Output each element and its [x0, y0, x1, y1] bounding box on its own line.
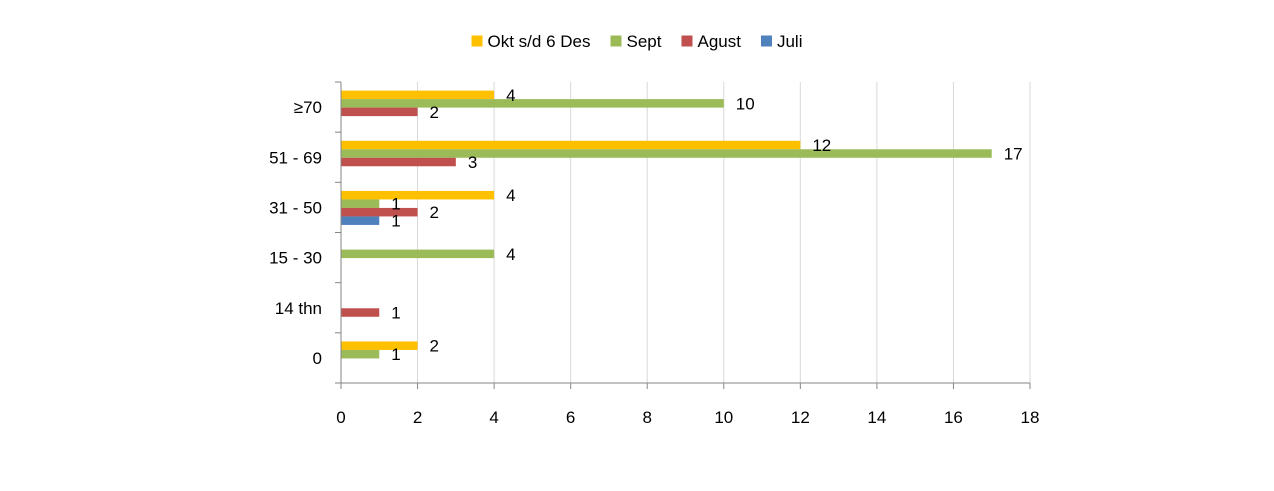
x-tick-label-16: 16: [944, 408, 963, 427]
legend-label-juli: Juli: [777, 32, 803, 51]
legend-swatch-agust: [681, 35, 693, 47]
bar-okt-s-d-6-des-31-50: [341, 190, 495, 200]
data-label-sept-70: 10: [736, 94, 755, 113]
x-tick-label-0: 0: [336, 408, 345, 427]
x-tick-label-12: 12: [791, 408, 810, 427]
bar-agust-14-thn: [341, 308, 380, 317]
y-tick-label-70: ≥70: [294, 98, 322, 117]
bar-agust-31-50: [341, 207, 418, 217]
data-label-sept-15-30: 4: [506, 245, 515, 264]
x-tick-label-10: 10: [714, 408, 733, 427]
y-tick-label-14-thn: 14 thn: [275, 299, 322, 318]
x-tick-label-4: 4: [489, 408, 498, 427]
x-tick-label-14: 14: [867, 408, 886, 427]
legend-label-sept: Sept: [627, 32, 662, 51]
x-tick-label-18: 18: [1021, 408, 1040, 427]
x-tick-label-8: 8: [642, 408, 651, 427]
data-label-okt-s-d-6-des-31-50: 4: [506, 186, 515, 205]
x-tick-label-6: 6: [566, 408, 575, 427]
legend: Okt s/d 6 Des Sept Agust Juli: [471, 32, 803, 51]
data-label-agust-31-50: 2: [430, 203, 439, 222]
bar-okt-s-d-6-des-0: [341, 341, 418, 350]
data-label-sept-0: 1: [391, 345, 400, 364]
legend-label-agust: Agust: [697, 32, 741, 51]
data-label-juli-31-50: 1: [391, 212, 400, 231]
data-label-agust-51-69: 3: [468, 153, 477, 172]
grid: [417, 82, 1031, 383]
bar-agust-70: [341, 107, 418, 117]
bar-agust-51-69: [341, 157, 456, 167]
bar-sept-15-30: [341, 249, 495, 259]
bar-sept-70: [341, 99, 724, 108]
data-label-sept-51-69: 17: [1004, 145, 1023, 164]
legend-swatch-juli: [760, 35, 772, 47]
legend-swatch-okt-s-d-6-des: [471, 35, 483, 47]
bar-okt-s-d-6-des-51-69: [341, 140, 801, 150]
legend-swatch-sept: [610, 35, 622, 47]
y-tick-label-0: 0: [313, 349, 322, 368]
y-tick-label-31-50: 31 - 50: [269, 198, 322, 217]
legend-label-okt-s-d-6-des: Okt s/d 6 Des: [488, 32, 591, 51]
y-tick-label-15-30: 15 - 30: [269, 249, 322, 268]
bar-sept-31-50: [341, 199, 380, 208]
y-tick-label-51-69: 51 - 69: [269, 148, 322, 167]
data-label-okt-s-d-6-des-0: 2: [430, 337, 439, 356]
bar-juli-31-50: [341, 216, 380, 225]
bar-sept-0: [341, 349, 380, 359]
data-label-agust-70: 2: [430, 103, 439, 122]
data-label-sept-31-50: 1: [391, 195, 400, 214]
data-label-okt-s-d-6-des-51-69: 12: [812, 136, 831, 155]
bar-okt-s-d-6-des-70: [341, 90, 495, 100]
data-label-agust-14-thn: 1: [391, 304, 400, 323]
bars: [341, 90, 992, 359]
bar-sept-51-69: [341, 149, 992, 158]
x-tick-label-2: 2: [413, 408, 422, 427]
data-label-okt-s-d-6-des-70: 4: [506, 86, 515, 105]
